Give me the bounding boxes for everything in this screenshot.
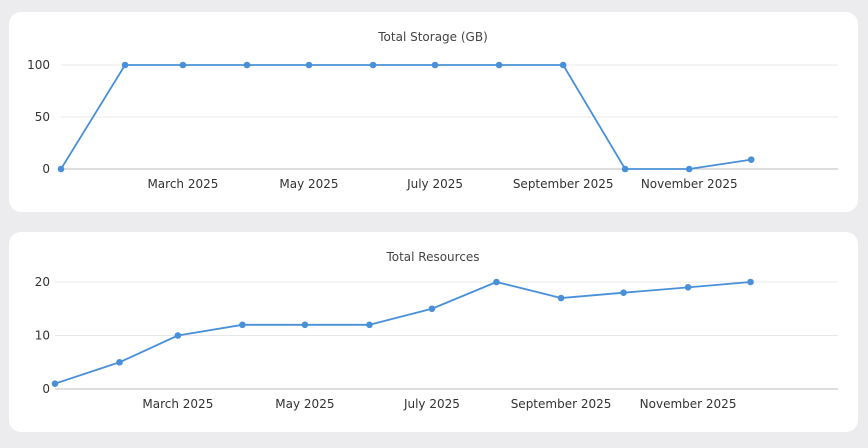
y-tick-label: 0 (42, 382, 50, 396)
data-point[interactable] (747, 278, 754, 286)
data-point[interactable] (305, 61, 313, 69)
y-tick-label: 100 (27, 58, 50, 72)
x-tick-label: November 2025 (641, 177, 738, 191)
data-point[interactable] (493, 278, 500, 286)
data-point[interactable] (431, 61, 439, 69)
y-tick-label: 10 (35, 329, 50, 343)
x-tick-label: November 2025 (640, 397, 737, 411)
data-point[interactable] (747, 156, 755, 163)
data-point[interactable] (685, 165, 693, 173)
data-point[interactable] (51, 380, 59, 387)
data-point[interactable] (243, 61, 251, 69)
chart-title: Total Resources (385, 250, 479, 264)
data-point[interactable] (239, 321, 246, 329)
resources-line-chart: Total Resources 0 10 20 March 2025 May 2025 J… (35, 250, 838, 411)
x-tick-label: March 2025 (142, 397, 213, 411)
data-point[interactable] (174, 332, 182, 339)
series-line (54, 281, 751, 385)
data-point[interactable] (559, 61, 567, 69)
data-point[interactable] (684, 284, 692, 291)
x-tick-label: March 2025 (147, 177, 218, 191)
x-tick-label: September 2025 (511, 397, 612, 411)
data-point[interactable] (428, 305, 436, 313)
data-point[interactable] (620, 289, 627, 296)
data-point[interactable] (557, 294, 565, 302)
storage-line-chart: Total Storage (GB) 0 50 100 March 2025 May 2… (27, 30, 838, 191)
data-point[interactable] (301, 321, 309, 329)
data-point[interactable] (495, 61, 503, 69)
data-point[interactable] (116, 358, 123, 366)
data-point[interactable] (57, 165, 65, 173)
y-tick-label: 20 (35, 275, 50, 289)
y-tick-label: 50 (35, 110, 50, 124)
x-tick-label: September 2025 (513, 177, 614, 191)
data-point[interactable] (621, 165, 629, 173)
storage-chart-card: Total Storage (GB) 0 50 100 March 2025 May 2… (9, 12, 858, 212)
data-point[interactable] (366, 321, 373, 329)
resources-chart-card: Total Resources 0 10 20 March 2025 May 2025 J… (9, 232, 858, 432)
data-point[interactable] (179, 61, 187, 69)
series-line (60, 64, 752, 170)
x-tick-label: May 2025 (275, 397, 334, 411)
chart-title: Total Storage (GB) (377, 30, 488, 44)
data-point[interactable] (121, 61, 129, 69)
x-tick-label: July 2025 (406, 177, 463, 191)
x-tick-label: July 2025 (403, 397, 460, 411)
y-tick-label: 0 (42, 162, 50, 176)
x-tick-label: May 2025 (279, 177, 338, 191)
data-point[interactable] (369, 61, 377, 69)
